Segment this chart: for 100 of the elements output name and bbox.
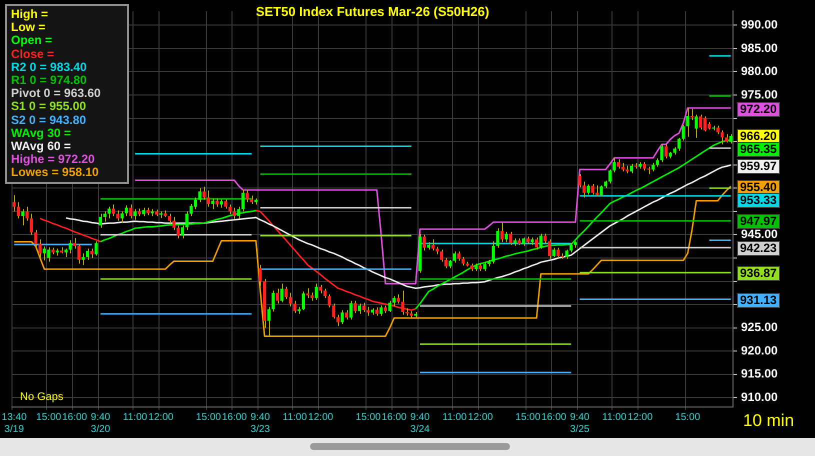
candlestick <box>660 144 664 163</box>
candlestick <box>362 302 366 313</box>
data-label: 972.20 <box>737 102 780 117</box>
x-tick-label: 16:00 <box>62 412 88 423</box>
candlestick <box>509 231 512 246</box>
candlestick <box>340 310 344 325</box>
candlestick <box>90 248 94 258</box>
candlestick <box>686 108 690 138</box>
candlestick <box>68 240 72 254</box>
candlestick <box>194 196 198 210</box>
candlestick <box>565 249 568 260</box>
candlestick <box>345 310 348 320</box>
candlestick <box>396 294 400 304</box>
candlestick <box>328 294 331 308</box>
x-tick-label: 12:00 <box>148 412 174 423</box>
candlestick <box>47 246 50 262</box>
text: 10 min <box>743 411 794 431</box>
candlestick <box>211 198 214 210</box>
candlestick <box>82 252 85 266</box>
candlestick <box>504 231 508 243</box>
candlestick <box>124 204 128 217</box>
candlestick <box>500 222 504 243</box>
candlestick <box>452 250 456 264</box>
candlestick <box>552 247 556 258</box>
x-tick-label: 16:00 <box>222 412 248 423</box>
candlestick <box>94 240 98 256</box>
x-tick-label: 16:00 <box>541 412 567 423</box>
text: Lowes = 958.10 <box>11 165 100 180</box>
candlestick <box>492 240 495 264</box>
text: S1 0 = 955.00 <box>11 99 88 114</box>
candlestick <box>323 288 327 299</box>
x-tick-label: 15:00 <box>36 412 62 423</box>
data-label: 931.13 <box>737 292 780 308</box>
candlestick <box>228 204 232 215</box>
x-tick-label: 9:40 3/25 <box>570 412 590 435</box>
candlestick <box>108 206 111 219</box>
x-tick-label: 12:00 <box>468 412 494 423</box>
candlestick <box>677 137 681 152</box>
y-tick-label: 980.00 <box>741 64 778 78</box>
data-label: 953.33 <box>737 192 780 208</box>
candlestick <box>682 124 685 142</box>
y-tick-label: 985.00 <box>741 40 778 55</box>
candlestick <box>388 300 392 313</box>
y-tick-label: 920.00 <box>741 343 778 358</box>
candlestick <box>354 300 357 314</box>
candlestick <box>380 304 383 316</box>
candlestick <box>280 283 284 303</box>
annotation: High = <box>11 7 50 22</box>
data-label: 947.97 <box>737 214 780 230</box>
candlestick <box>457 250 460 262</box>
annotation: Low = <box>11 20 46 34</box>
candlestick <box>26 206 29 222</box>
candlestick <box>729 134 732 144</box>
x-tick-label: 11:00 <box>602 412 627 423</box>
candlestick <box>440 249 444 262</box>
x-tick-label: 11:00 <box>442 412 468 423</box>
candlestick <box>16 202 20 219</box>
data-label: 955.40 <box>737 180 780 195</box>
candlestick <box>358 303 362 314</box>
candlestick <box>720 130 724 145</box>
candlestick <box>306 288 310 299</box>
candlestick <box>98 213 102 228</box>
candlestick <box>276 288 280 304</box>
annotation: Open = <box>11 33 54 48</box>
candlestick <box>30 213 33 236</box>
candlestick <box>699 114 702 130</box>
candlestick <box>206 190 210 208</box>
candlestick <box>12 194 16 212</box>
candlestick <box>288 292 292 307</box>
candlestick <box>302 291 305 311</box>
x-tick-label: 15:00 <box>675 412 701 423</box>
candlestick <box>198 188 202 203</box>
text: 966.20 <box>740 129 777 144</box>
candlestick <box>556 247 560 258</box>
candlestick <box>591 183 594 196</box>
y-tick-label: 990.00 <box>741 17 778 32</box>
candlestick <box>586 184 590 196</box>
x-tick-label: 11:00 <box>282 412 308 423</box>
x-tick-label: 13:40 3/19 <box>2 412 28 435</box>
text: Pivot 0 = 963.60 <box>11 86 102 100</box>
x-tick-label: 15:00 <box>515 412 541 423</box>
candlestick <box>129 204 132 219</box>
text: R1 0 = 974.80 <box>11 73 88 88</box>
candlestick <box>293 300 296 314</box>
candlestick <box>617 158 620 170</box>
candlestick <box>116 210 120 222</box>
data-label: 965.35 <box>737 142 780 158</box>
candlestick <box>349 300 352 320</box>
chart-title: SET50 Index Futures Mar-26 (S50H26) <box>256 4 490 19</box>
y-tick-label: 945.00 <box>741 227 778 242</box>
x-tick-label: 11:00 <box>122 412 148 423</box>
candlestick <box>120 210 124 224</box>
x-tick-label: 15:00 <box>196 412 222 423</box>
y-tick-label: 910.00 <box>741 390 778 404</box>
candlestick <box>224 198 228 210</box>
annotation: No Gaps <box>20 391 64 403</box>
x-tick-label: 12:00 <box>308 412 334 423</box>
y-tick-label: 975.00 <box>741 87 778 102</box>
x-tick-label: 16:00 <box>382 412 408 423</box>
data-label: 942.23 <box>737 241 780 256</box>
